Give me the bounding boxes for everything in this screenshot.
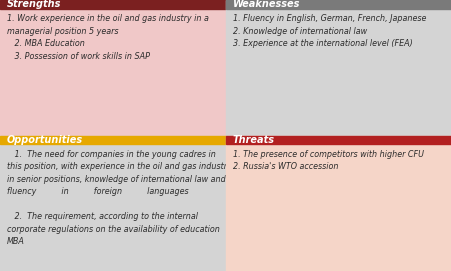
Text: this position, with experience in the oil and gas industry: this position, with experience in the oi…	[7, 162, 231, 171]
Text: 3. Experience at the international level (FEA): 3. Experience at the international level…	[232, 39, 412, 48]
Text: 2. Russia's WTO accession: 2. Russia's WTO accession	[232, 162, 337, 171]
Text: 1. Fluency in English, German, French, Japanese: 1. Fluency in English, German, French, J…	[232, 14, 425, 23]
Text: 3. Possession of work skills in SAP: 3. Possession of work skills in SAP	[7, 51, 149, 61]
Text: Weaknesses: Weaknesses	[232, 0, 299, 9]
Text: corporate regulations on the availability of education: corporate regulations on the availabilit…	[7, 224, 219, 234]
Bar	[0, 136, 226, 144]
Text: 1. Work experience in the oil and gas industry in a: 1. Work experience in the oil and gas in…	[7, 14, 208, 23]
Text: in senior positions, knowledge of international law and: in senior positions, knowledge of intern…	[7, 175, 225, 184]
Text: managerial position 5 years: managerial position 5 years	[7, 27, 118, 36]
Bar	[226, 0, 451, 9]
Text: 2. Knowledge of international law: 2. Knowledge of international law	[232, 27, 366, 36]
Bar	[226, 136, 451, 144]
Text: Threats: Threats	[232, 135, 274, 145]
Text: 1. The presence of competitors with higher CFU: 1. The presence of competitors with high…	[232, 150, 423, 159]
Text: 2. MBA Education: 2. MBA Education	[7, 39, 84, 48]
Text: fluency          in          foreign          languages: fluency in foreign languages	[7, 187, 188, 196]
Text: MBA: MBA	[7, 237, 25, 246]
Text: Opportunities: Opportunities	[7, 135, 83, 145]
Text: 2.  The requirement, according to the internal: 2. The requirement, according to the int…	[7, 212, 198, 221]
Text: Strengths: Strengths	[7, 0, 61, 9]
Bar	[0, 0, 226, 9]
Text: 1.  The need for companies in the young cadres in: 1. The need for companies in the young c…	[7, 150, 215, 159]
